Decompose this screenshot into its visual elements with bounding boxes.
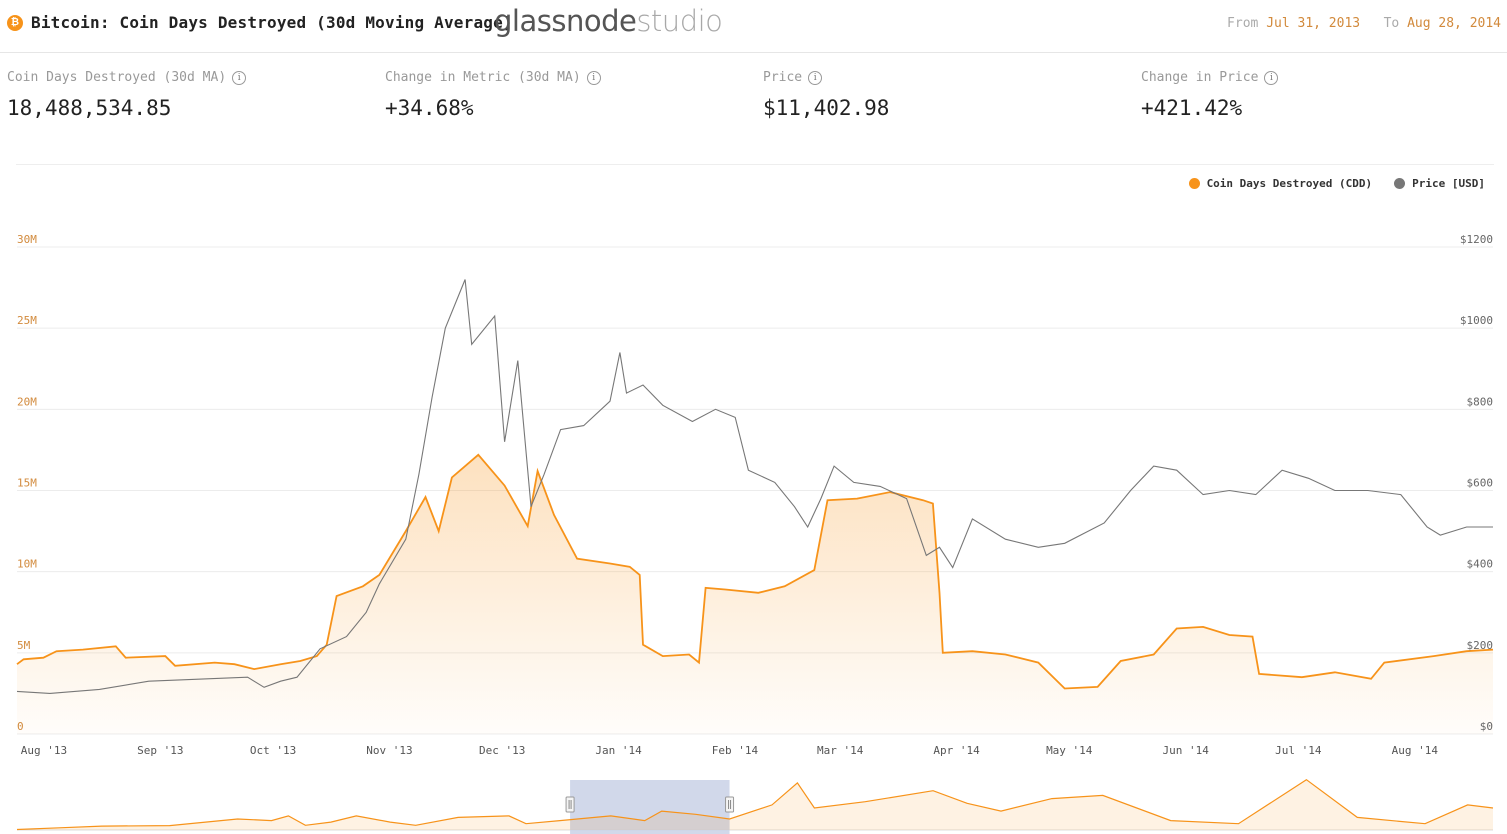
y-left-tick-label: 5M [17, 639, 31, 652]
y-right-tick-label: $400 [1467, 558, 1494, 571]
y-left-tick-label: 0 [17, 720, 24, 733]
y-left-tick-label: 30M [17, 233, 37, 246]
x-tick-label: Jul '14 [1275, 744, 1322, 757]
x-tick-label: Mar '14 [817, 744, 864, 757]
y-right-tick-label: $600 [1467, 477, 1494, 490]
y-left-tick-label: 20M [17, 395, 37, 408]
x-tick-label: Oct '13 [250, 744, 296, 757]
navigator-area [17, 780, 1493, 830]
x-tick-label: May '14 [1046, 744, 1093, 757]
y-right-tick-label: $1000 [1460, 314, 1493, 327]
x-tick-label: Jan '14 [595, 744, 642, 757]
series-layer [17, 280, 1493, 735]
x-tick-label: Aug '13 [21, 744, 67, 757]
y-left-tick-label: 25M [17, 314, 37, 327]
x-tick-label: Feb '14 [712, 744, 759, 757]
y-right-tick-label: $800 [1467, 395, 1494, 408]
x-tick-label: Jun '14 [1162, 744, 1209, 757]
y-left-tick-label: 10M [17, 558, 37, 571]
navigator-handle[interactable] [726, 797, 734, 812]
x-tick-label: Aug '14 [1392, 744, 1439, 757]
x-tick-label: Nov '13 [366, 744, 412, 757]
navigator-handle[interactable] [566, 797, 574, 812]
x-tick-label: Apr '14 [933, 744, 980, 757]
y-right-tick-label: $1200 [1460, 233, 1493, 246]
y-right-tick-label: $200 [1467, 639, 1494, 652]
x-tick-label: Sep '13 [137, 744, 183, 757]
y-left-tick-label: 15M [17, 477, 37, 490]
navigator [17, 780, 1493, 834]
cdd-area [17, 455, 1493, 734]
x-tick-label: Dec '13 [479, 744, 525, 757]
y-right-tick-label: $0 [1480, 720, 1493, 733]
